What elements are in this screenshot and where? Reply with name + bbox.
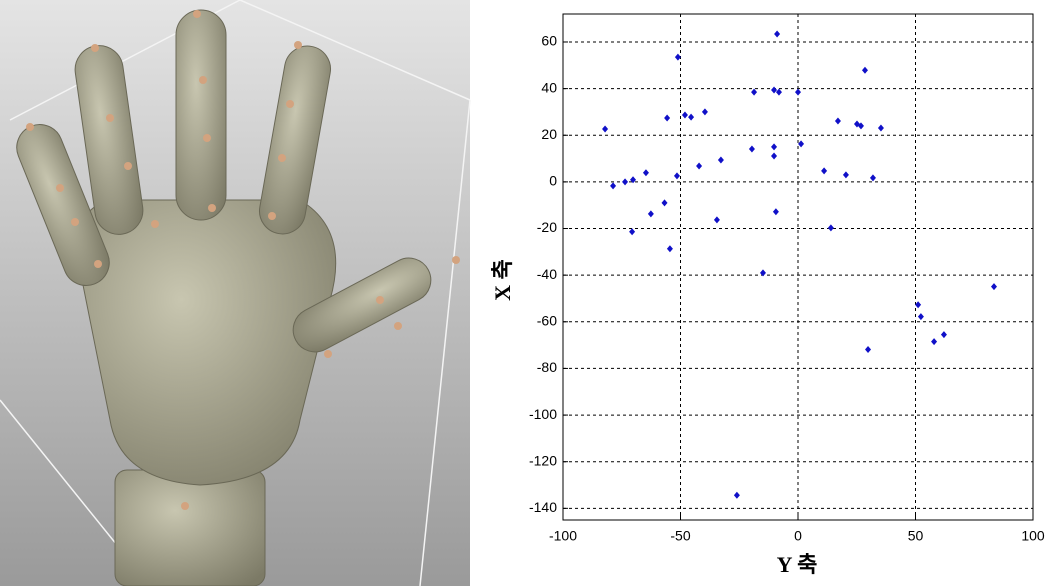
- page: {"chart_data": {"type": "scatter", "xlab…: [0, 0, 1049, 586]
- hand-render: [0, 0, 470, 586]
- x-axis-label: Y 축: [777, 552, 818, 577]
- wrist: [115, 470, 265, 586]
- x-tick-label: 0: [794, 528, 802, 544]
- y-tick-label: -140: [529, 499, 557, 515]
- y-tick-label: 60: [541, 33, 557, 49]
- y-axis-label: X 축: [490, 259, 515, 301]
- scatter-chart: Y 축 X 축 -100 -50 0 50 100 -140 -120 -100 -80 -60 -…: [490, 14, 1045, 577]
- finger: [176, 10, 226, 220]
- x-tick-label: 100: [1021, 528, 1045, 544]
- x-tick-label: -100: [549, 528, 577, 544]
- x-tick-label: 50: [908, 528, 924, 544]
- y-tick-label: -120: [529, 452, 557, 468]
- y-tick-label: -40: [537, 266, 557, 282]
- y-tick-label: 20: [541, 126, 557, 142]
- y-tick-label: -60: [537, 313, 557, 329]
- y-tick-label: 40: [541, 79, 557, 95]
- y-tick-label: -80: [537, 359, 557, 375]
- y-tick-label: -100: [529, 406, 557, 422]
- y-tick-label: -20: [537, 219, 557, 235]
- y-tick-label: 0: [549, 173, 557, 189]
- x-tick-label: -50: [670, 528, 690, 544]
- figure: Y 축 X 축 -100 -50 0 50 100 -140 -120 -100 -80 -60 -…: [0, 0, 1049, 586]
